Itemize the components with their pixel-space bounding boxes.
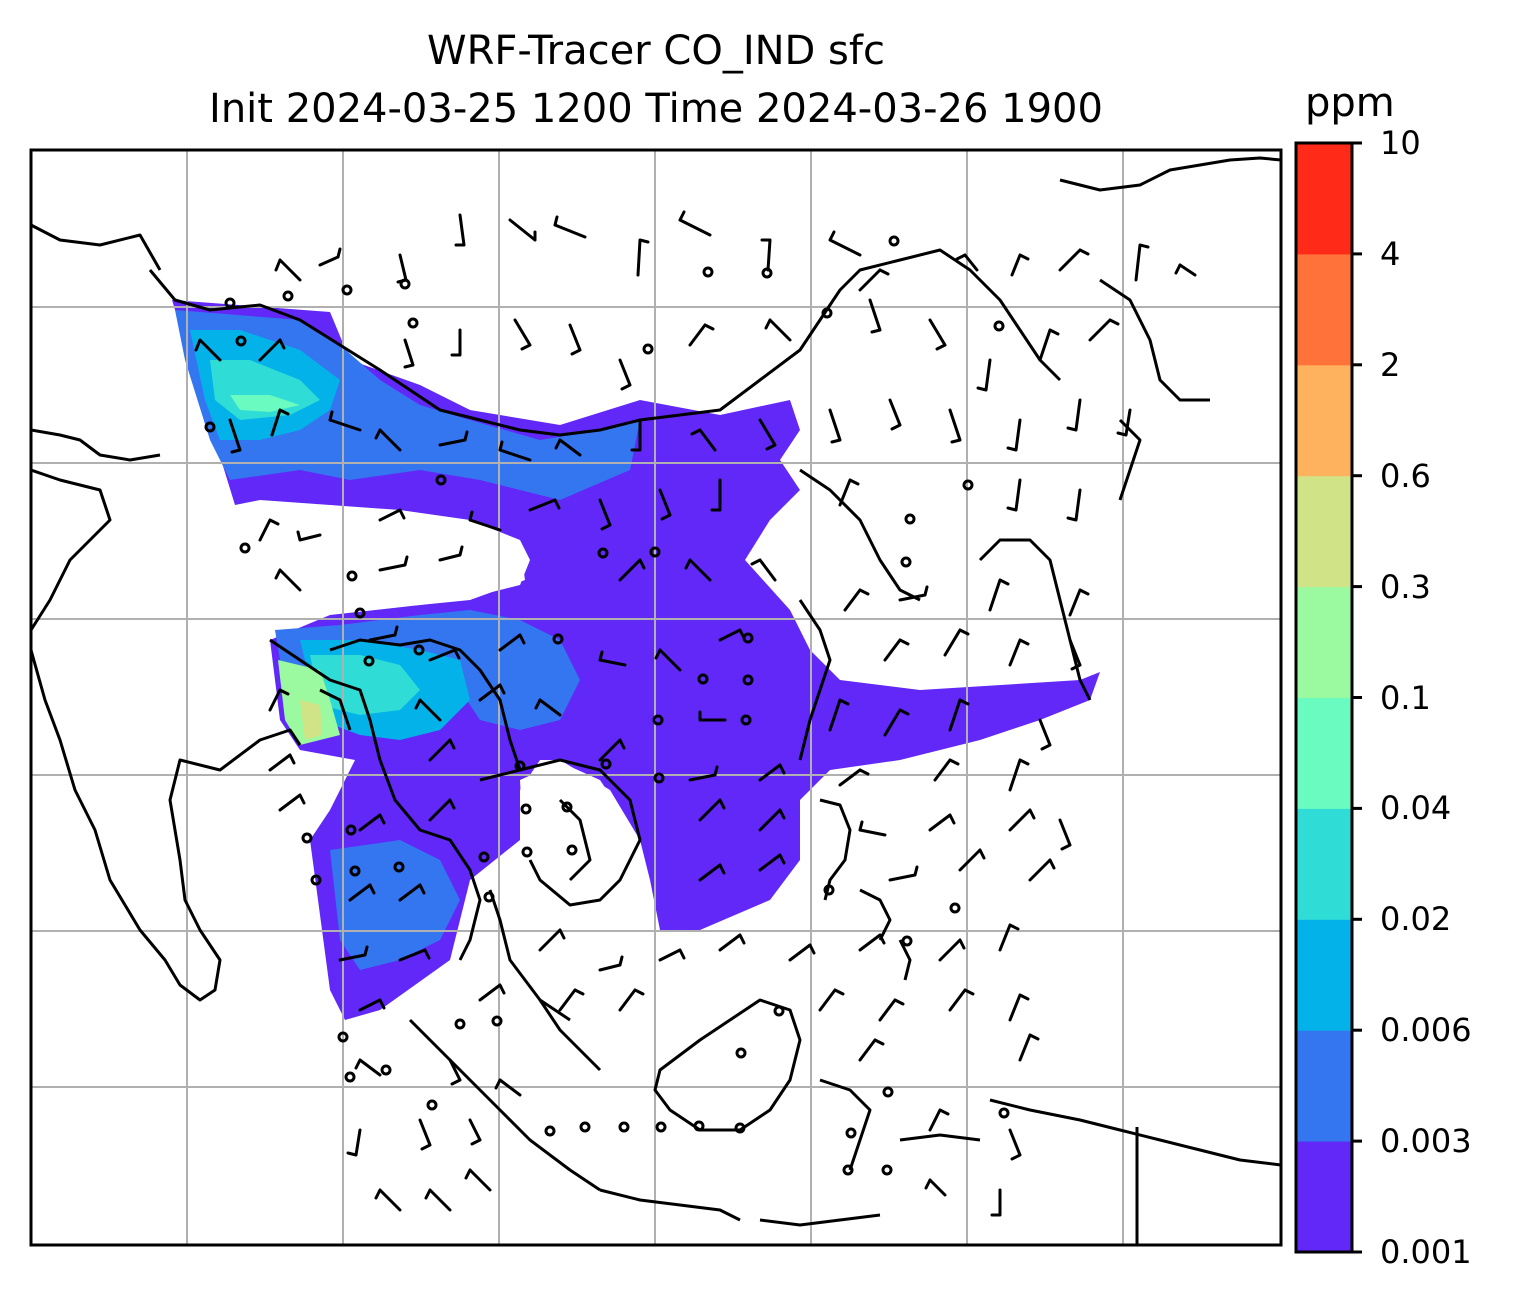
colorbar-tick-label: 0.02 (1380, 900, 1452, 939)
colorbar-segment (1296, 1141, 1352, 1253)
colorbar-segment (1296, 586, 1352, 698)
colorbar-ticks (1352, 141, 1362, 1254)
colorbar-tick-label: 0.1 (1380, 678, 1431, 717)
colorbar-tick-label: 4 (1380, 234, 1401, 273)
colorbar-segment (1296, 808, 1352, 920)
colorbar-tick-label: 0.04 (1380, 789, 1452, 828)
colorbar-segment (1296, 919, 1352, 1031)
colorbar-tick-label: 0.006 (1380, 1011, 1472, 1050)
colorbar-tick-label: 0.3 (1380, 567, 1431, 606)
calm-wind-markers (204, 235, 1010, 1176)
colorbar (1296, 143, 1352, 1253)
colorbar-tick-label: 2 (1380, 345, 1401, 384)
colorbar-tick-label: 0.6 (1380, 456, 1431, 495)
colorbar-segment (1296, 364, 1352, 477)
colorbar-tick-label: 10 (1380, 124, 1421, 162)
colorbar-segment (1296, 1030, 1352, 1142)
colorbar-units: ppm (1305, 80, 1395, 126)
map-frame (29, 148, 1283, 1247)
colorbar-segment (1296, 253, 1352, 366)
colorbar-segment (1296, 697, 1352, 809)
colorbar-segment (1296, 475, 1352, 588)
colorbar-tick-label: 0.003 (1380, 1122, 1472, 1161)
coastlines (31, 156, 1281, 1245)
map-title-line1: WRF-Tracer CO_IND sfc (427, 28, 885, 74)
wind-barbs (194, 210, 1197, 1217)
map-title-line2: Init 2024-03-25 1200 Time 2024-03-26 190… (209, 86, 1103, 132)
colorbar-segment (1296, 143, 1352, 255)
tracer-field (172, 300, 1100, 1020)
colorbar-tick-label: 0.001 (1380, 1233, 1472, 1271)
